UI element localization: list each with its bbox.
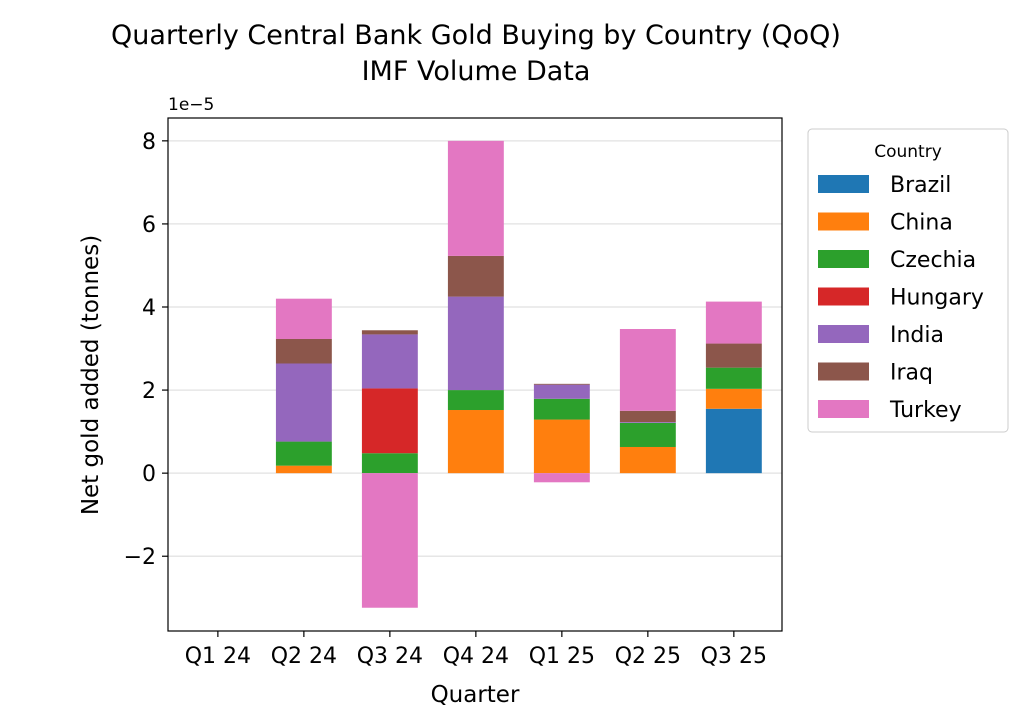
legend-label-iraq: Iraq [890, 361, 933, 386]
bar-segment-czechia [275, 441, 332, 466]
bar-segment-czechia [361, 453, 418, 474]
y-tick-label: 0 [142, 462, 156, 487]
bar-segment-turkey [705, 301, 762, 344]
x-tick-label: Q4 24 [443, 644, 509, 669]
bar-segment-czechia [533, 398, 590, 420]
chart-subtitle: IMF Volume Data [362, 56, 591, 87]
x-tick-label: Q2 25 [615, 644, 681, 669]
legend-title: Country [874, 142, 942, 162]
y-tick-label: −2 [124, 545, 156, 570]
bar-segment-turkey [447, 140, 504, 256]
legend-box [807, 128, 1009, 433]
legend-swatch-china [818, 212, 869, 231]
bar-segment-czechia [447, 390, 504, 411]
bar-segment-india [533, 384, 590, 399]
legend-swatch-hungary [818, 287, 869, 306]
y-tick-label: 6 [142, 213, 156, 238]
bar-segment-india [447, 296, 504, 391]
y-tick-label: 2 [142, 379, 156, 404]
bar-segment-czechia [619, 422, 676, 447]
legend-swatch-turkey [818, 400, 869, 418]
legend-label-hungary: Hungary [890, 286, 984, 311]
bar-segment-turkey [533, 473, 590, 483]
legend-swatch-brazil [818, 175, 869, 193]
chart-title: Quarterly Central Bank Gold Buying by Co… [111, 20, 841, 51]
bar-segment-india [361, 334, 418, 389]
x-axis-label: Quarter [431, 682, 520, 708]
legend-label-czechia: Czechia [890, 248, 976, 273]
x-tick-label: Q3 25 [701, 644, 767, 669]
legend-swatch-czechia [818, 250, 869, 268]
bar-segment-india [619, 422, 676, 423]
legend-label-india: India [890, 323, 944, 348]
bar-segment-turkey [619, 329, 676, 411]
legend-swatch-india [818, 325, 869, 343]
y-tick-label: 8 [142, 130, 156, 155]
x-tick-label: Q1 25 [529, 644, 595, 669]
x-tick-label: Q2 24 [271, 644, 337, 669]
bar-segment-india [275, 363, 332, 442]
legend-label-china: China [890, 211, 953, 236]
bar-segment-czechia [705, 367, 762, 389]
bar-segment-china [447, 410, 504, 474]
bar-segment-turkey [275, 298, 332, 339]
bar-segment-turkey [361, 473, 418, 608]
bar-segment-iraq [705, 343, 762, 368]
legend-label-brazil: Brazil [890, 173, 951, 198]
bar-segment-hungary [361, 388, 418, 454]
bar-segment-iraq [619, 410, 676, 423]
x-ticks: Q1 24 Q2 24 Q3 24 Q4 24 Q1 25 Q2 25 Q3 25 [185, 631, 767, 669]
legend-label-turkey: Turkey [889, 398, 962, 423]
bar-segment-china [533, 419, 590, 474]
bar-segment-china [705, 388, 762, 409]
x-tick-label: Q1 24 [185, 644, 251, 669]
bar-segment-china [619, 446, 676, 474]
legend: Country Brazil China Czechia Hungary India Ir… [807, 128, 1009, 433]
y-axis-label: Net gold added (tonnes) [78, 235, 104, 515]
bar-segment-iraq [533, 383, 590, 385]
bar-segment-iraq [275, 338, 332, 364]
bars [275, 140, 762, 608]
bar-segment-iraq [361, 330, 418, 335]
y-scale-label: 1e−5 [168, 95, 214, 115]
bar-segment-brazil [705, 408, 762, 474]
x-tick-label: Q3 24 [357, 644, 423, 669]
plot-frame [167, 117, 783, 632]
y-tick-label: 4 [142, 296, 156, 321]
bar-segment-china [275, 465, 332, 474]
y-ticks: −2 0 2 4 6 8 [124, 130, 168, 570]
bar-segment-iraq [447, 255, 504, 297]
legend-swatch-iraq [818, 362, 869, 381]
